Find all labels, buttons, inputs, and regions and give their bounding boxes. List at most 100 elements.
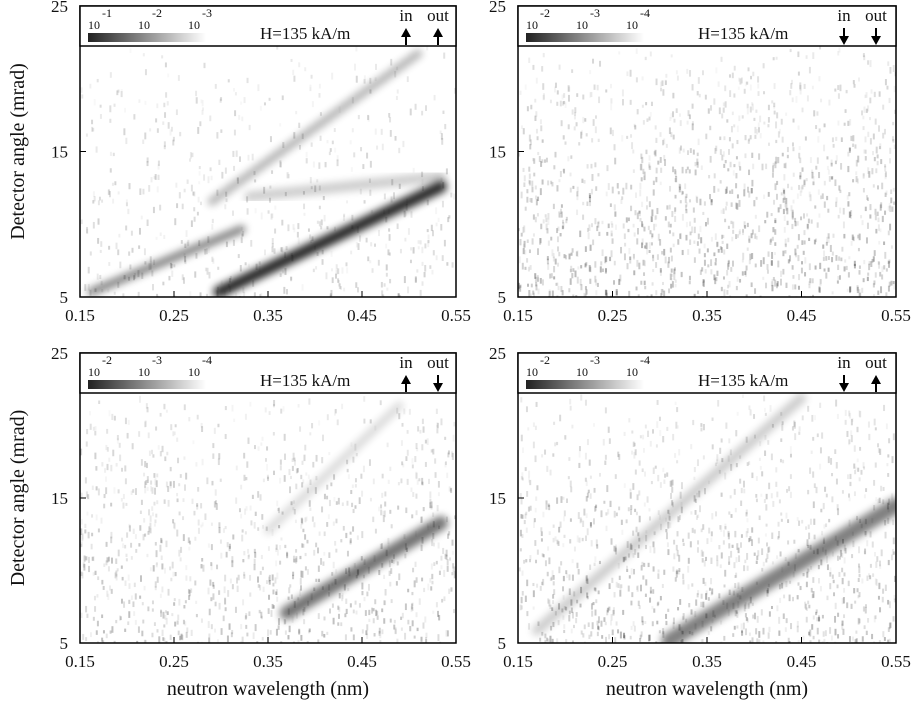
noise [892,520,894,526]
noise [452,551,454,555]
noise [550,100,552,104]
noise [156,500,158,504]
noise [815,125,817,129]
noise [296,468,298,473]
noise [565,639,567,645]
noise [758,631,760,638]
noise [636,260,638,267]
noise [748,538,750,542]
noise [863,466,865,469]
noise [317,221,319,224]
noise [422,186,424,191]
noise [274,577,276,583]
noise [158,175,160,180]
noise [723,102,725,106]
noise [273,404,275,407]
noise [245,613,247,618]
noise [656,421,658,428]
noise [643,563,645,567]
noise [751,188,753,193]
noise [691,226,693,233]
noise [875,462,877,467]
noise [111,558,113,564]
noise [849,482,851,486]
noise [405,456,407,461]
noise [346,200,348,203]
noise [109,585,111,590]
noise [819,128,821,132]
noise [723,208,725,214]
noise [865,531,867,535]
noise [743,623,745,630]
noise [623,633,625,638]
noise [861,288,863,293]
noise [323,196,325,200]
noise [657,400,659,405]
noise [835,202,837,207]
noise [294,460,296,466]
noise [421,637,423,642]
noise [323,616,325,620]
noise [335,519,337,524]
noise [386,273,388,277]
noise [183,456,185,459]
noise [773,200,775,205]
noise [824,123,826,127]
noise [772,165,774,172]
noise [577,277,579,284]
noise [646,249,648,254]
noise [788,486,790,491]
noise [449,557,451,560]
noise [396,581,398,585]
noise [662,468,664,472]
noise [785,113,787,116]
noise [636,512,638,515]
noise [885,193,887,197]
noise [138,245,140,249]
noise [159,205,161,211]
noise [537,621,539,625]
noise [643,448,645,453]
noise [624,253,626,260]
noise [607,608,609,613]
noise [415,472,417,479]
noise [683,613,685,619]
noise [592,622,594,629]
noise [771,606,773,609]
noise [888,438,890,443]
noise [418,246,420,249]
noise [883,405,885,411]
noise [848,439,850,445]
noise [707,248,709,252]
noise [108,246,110,250]
noise [355,601,357,605]
noise [690,444,692,449]
noise [889,601,891,608]
noise [390,130,392,137]
noise [141,459,143,466]
noise [835,161,837,165]
noise [722,235,724,238]
noise [356,76,358,83]
noise [270,610,272,617]
noise [558,286,560,290]
noise [675,176,677,182]
noise [642,76,644,80]
noise [593,423,595,427]
noise [156,474,158,478]
noise [86,512,88,516]
noise [763,91,765,94]
noise [723,636,725,641]
x-axis-label: neutron wavelength (nm) [606,678,808,700]
noise [255,624,257,631]
noise [160,609,162,613]
noise [606,232,608,236]
noise [289,626,291,633]
noise [150,480,152,484]
noise [641,565,643,570]
noise [288,587,290,593]
noise [734,583,736,588]
noise [313,550,315,556]
noise [333,497,335,502]
noise [324,531,326,536]
